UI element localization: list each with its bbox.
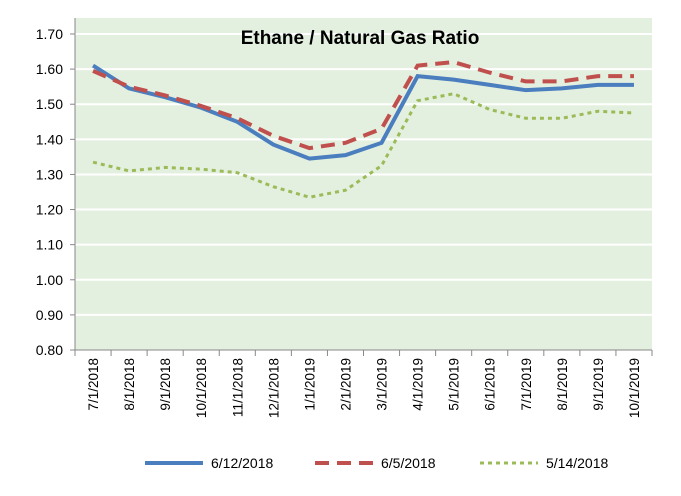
x-tick-label: 5/1/2019: [447, 358, 462, 411]
x-tick-label: 9/1/2018: [158, 358, 173, 411]
x-tick-label: 3/1/2019: [375, 358, 390, 411]
x-tick-label: 8/1/2019: [555, 358, 570, 411]
x-tick-label: 11/1/2018: [230, 358, 245, 417]
x-tick-label: 10/1/2019: [627, 358, 642, 418]
y-tick-label: 1.40: [36, 131, 63, 147]
y-tick-label: 1.60: [36, 61, 63, 77]
x-tick-label: 7/1/2018: [86, 358, 101, 411]
y-tick-label: 1.50: [36, 96, 63, 112]
x-tick-label: 7/1/2019: [519, 358, 534, 411]
legend-label: 5/14/2018: [546, 455, 608, 471]
y-tick-label: 1.10: [36, 237, 63, 253]
x-tick-label: 12/1/2018: [266, 358, 281, 418]
y-tick-label: 0.90: [36, 307, 63, 323]
y-tick-label: 1.30: [36, 166, 63, 182]
x-tick-label: 10/1/2018: [194, 358, 209, 418]
y-tick-label: 1.20: [36, 202, 63, 218]
y-tick-label: 1.00: [36, 272, 63, 288]
x-tick-label: 1/1/2019: [302, 358, 317, 411]
y-tick-label: 0.80: [36, 342, 63, 358]
x-tick-label: 9/1/2019: [591, 358, 606, 411]
x-tick-label: 4/1/2019: [411, 358, 426, 411]
legend-label: 6/5/2018: [381, 455, 436, 471]
y-tick-label: 1.70: [36, 26, 63, 42]
legend-label: 6/12/2018: [211, 455, 273, 471]
series-line-2: [92, 92, 635, 199]
x-tick-label: 6/1/2019: [483, 358, 498, 411]
series-line-1: [92, 60, 634, 151]
x-tick-label: 2/1/2019: [338, 358, 353, 411]
x-tick-label: 8/1/2018: [122, 358, 137, 411]
chart-title: Ethane / Natural Gas Ratio: [241, 28, 480, 49]
plot-area: [75, 18, 652, 350]
